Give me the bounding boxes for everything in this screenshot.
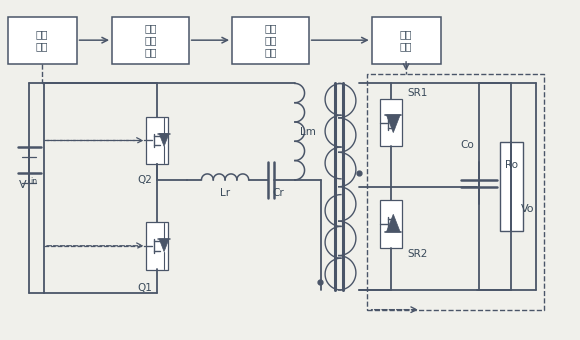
- Text: 驱动
电路: 驱动 电路: [400, 29, 412, 51]
- Text: Q1: Q1: [137, 283, 152, 293]
- Bar: [112, 17, 188, 64]
- Text: in: in: [30, 177, 38, 186]
- Text: 驱动
控制
芯片: 驱动 控制 芯片: [144, 23, 157, 57]
- Text: SR2: SR2: [408, 249, 428, 259]
- Polygon shape: [386, 214, 400, 232]
- Text: Ro: Ro: [505, 160, 518, 170]
- Text: Vo: Vo: [521, 204, 535, 214]
- Polygon shape: [386, 115, 400, 133]
- Bar: [146, 117, 168, 164]
- Bar: [372, 17, 440, 64]
- Polygon shape: [159, 134, 169, 147]
- Bar: [8, 17, 77, 64]
- Text: V: V: [19, 180, 26, 190]
- Bar: [499, 142, 523, 231]
- Text: Co: Co: [460, 140, 474, 150]
- Text: SR1: SR1: [408, 88, 428, 98]
- Bar: [232, 17, 309, 64]
- Bar: [380, 201, 402, 248]
- Bar: [146, 222, 168, 270]
- Polygon shape: [159, 239, 169, 252]
- Text: 驱动
电路: 驱动 电路: [36, 29, 48, 51]
- Text: Q2: Q2: [137, 175, 152, 185]
- Bar: [380, 99, 402, 147]
- Text: Lm: Lm: [300, 126, 316, 137]
- Text: Lr: Lr: [220, 188, 230, 198]
- Text: 信号
隔离
电路: 信号 隔离 电路: [264, 23, 277, 57]
- Text: Cr: Cr: [273, 188, 284, 198]
